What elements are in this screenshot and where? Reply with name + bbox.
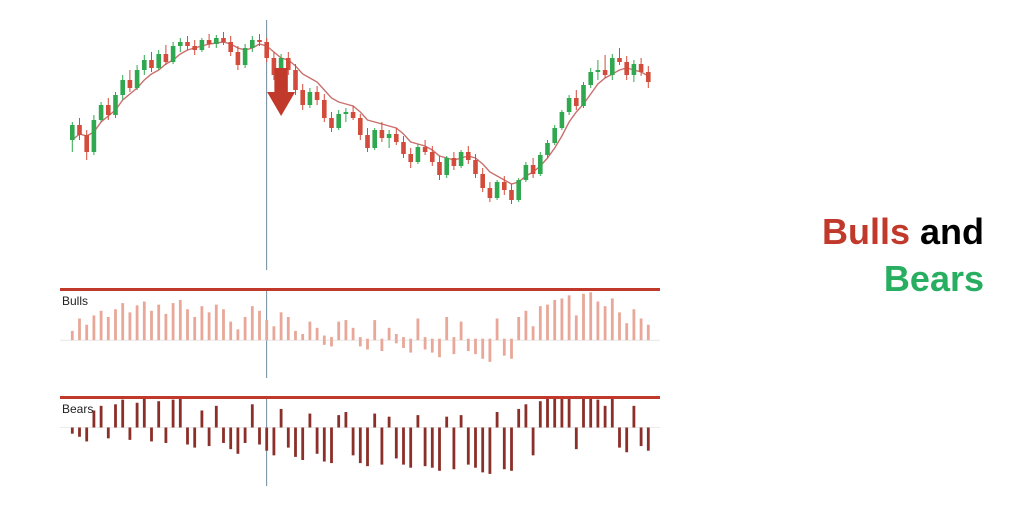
bears-top-border [60, 396, 660, 399]
bulls-top-border [60, 288, 660, 291]
chart-column: Bulls Bears [0, 0, 680, 512]
bears-histogram [60, 396, 660, 486]
title-word-bears: Bears [884, 258, 984, 299]
title-word-and: and [920, 211, 984, 252]
title-line-2: Bears [884, 256, 984, 303]
bulls-label: Bulls [62, 294, 88, 308]
title-word-bulls: Bulls [822, 211, 910, 252]
title-column: Bulls and Bears [680, 0, 1024, 512]
title-line-1: Bulls and [822, 209, 984, 256]
bulls-histogram [60, 288, 660, 378]
bears-label: Bears [62, 402, 93, 416]
bears-panel: Bears [60, 396, 660, 486]
root: Bulls Bears Bulls and Bears [0, 0, 1024, 512]
bulls-panel: Bulls [60, 288, 660, 378]
candlestick-svg [60, 20, 660, 270]
candlestick-chart [60, 20, 660, 270]
